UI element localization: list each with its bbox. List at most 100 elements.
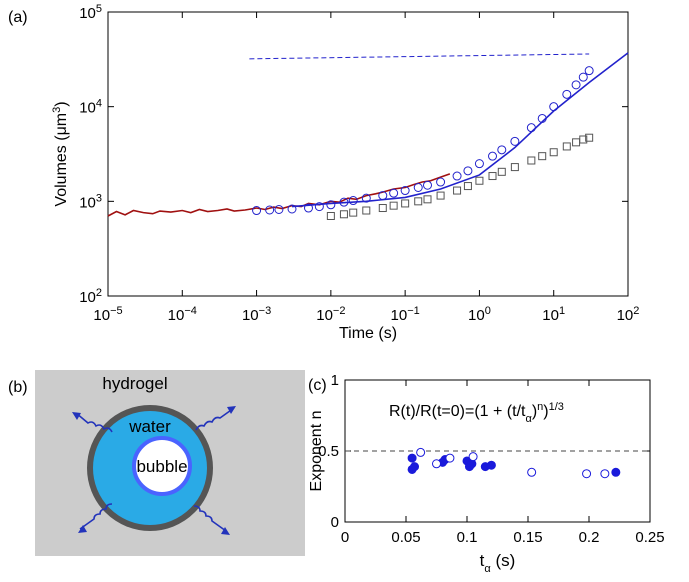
diagram: hydrogel water bubble xyxy=(35,370,305,556)
marker xyxy=(314,202,324,212)
y-tick-label: 0.5 xyxy=(318,443,339,460)
marker xyxy=(474,159,484,169)
x-tick-label: 102 xyxy=(617,305,640,324)
x-tick-label: 0 xyxy=(341,529,349,546)
marker xyxy=(349,208,358,217)
x-tick-label: 10−3 xyxy=(242,305,271,324)
series-line xyxy=(107,173,451,217)
arrowhead xyxy=(227,406,236,414)
marker xyxy=(538,152,547,161)
text-part: (s) xyxy=(491,551,516,570)
marker xyxy=(579,135,588,144)
x-tick-label: 0.25 xyxy=(635,529,664,546)
x-tick-label: 10−2 xyxy=(316,305,345,324)
marker xyxy=(362,206,371,215)
marker xyxy=(361,193,371,203)
text-part: α xyxy=(484,563,491,575)
marker xyxy=(463,182,472,191)
annotation: R(t)/R(t=0)=(1 + (t/tα)n)1/3 xyxy=(389,401,564,425)
arrow xyxy=(193,505,227,532)
point xyxy=(410,462,420,472)
marker xyxy=(339,210,348,219)
x-tick-label: 0.1 xyxy=(457,529,478,546)
point xyxy=(445,453,455,463)
y-tick-label: 105 xyxy=(79,3,102,22)
bubble xyxy=(132,436,192,496)
marker xyxy=(423,195,432,204)
dashed-line xyxy=(249,53,590,60)
arrowheads xyxy=(72,406,236,535)
y-tick-label: 1 xyxy=(331,372,339,389)
marker xyxy=(252,206,262,216)
marker xyxy=(584,66,594,76)
y-tick-label: 104 xyxy=(79,98,102,117)
marker xyxy=(527,156,536,165)
marker xyxy=(378,204,387,213)
marker xyxy=(510,136,520,146)
marker xyxy=(389,188,399,198)
marker xyxy=(400,186,410,196)
text-part: Volumes (μm xyxy=(53,113,70,207)
text-part: α xyxy=(525,413,532,425)
text-part: t xyxy=(480,551,485,570)
arrow xyxy=(75,412,113,433)
marker xyxy=(287,204,297,214)
marker xyxy=(326,211,335,220)
marker xyxy=(326,200,336,210)
text-part: 3 xyxy=(51,107,63,113)
arrowhead xyxy=(78,525,87,533)
text-part: R(t)/R(t=0)=(1 + (t/t xyxy=(389,403,526,420)
marker xyxy=(436,177,446,187)
marker xyxy=(571,80,581,90)
marker xyxy=(389,201,398,210)
marker xyxy=(436,191,445,200)
y-tick-label: 103 xyxy=(79,192,102,211)
marker xyxy=(585,133,594,142)
marker xyxy=(265,205,275,215)
arrow xyxy=(79,503,113,530)
marker xyxy=(463,166,473,176)
marker xyxy=(562,89,572,99)
plot-frame xyxy=(107,11,629,297)
marker xyxy=(572,138,581,147)
x-axis-label: Time (s) xyxy=(339,325,397,342)
x-axis-label: tα (s) xyxy=(480,551,516,575)
x-tick-label: 0.05 xyxy=(391,529,420,546)
x-tick-label: 100 xyxy=(468,305,491,324)
diagram-label: water xyxy=(128,417,171,436)
text-part: ) xyxy=(532,403,537,420)
y-axis-label: Volumes (μm3) xyxy=(51,101,70,206)
marker xyxy=(401,199,410,208)
diagram-label: hydrogel xyxy=(102,374,167,393)
marker xyxy=(303,203,313,213)
diffusion-arrows xyxy=(75,407,235,532)
marker xyxy=(497,145,507,155)
text-part: n xyxy=(537,401,543,413)
marker xyxy=(348,196,358,206)
point xyxy=(486,460,496,470)
panel-label: (c) xyxy=(308,377,327,394)
text-part: ) xyxy=(53,101,70,106)
x-tick-label: 101 xyxy=(542,305,565,324)
marker xyxy=(423,180,433,190)
point xyxy=(611,467,621,477)
x-tick-label: 10−1 xyxy=(391,305,420,324)
text-part: 1/3 xyxy=(549,401,564,413)
marker xyxy=(488,172,497,181)
marker xyxy=(274,204,284,214)
point xyxy=(582,469,592,479)
marker xyxy=(510,163,519,172)
x-tick-label: 0.15 xyxy=(513,529,542,546)
marker xyxy=(488,151,498,161)
point xyxy=(416,447,426,457)
arrowhead xyxy=(72,412,81,420)
marker xyxy=(452,171,462,181)
panel-label: (a) xyxy=(8,9,28,26)
x-tick-label: 0.2 xyxy=(579,529,600,546)
marker xyxy=(562,142,571,151)
marker xyxy=(549,148,558,157)
text-part: ) xyxy=(543,403,548,420)
y-tick-label: 102 xyxy=(79,287,102,306)
y-tick-label: 0 xyxy=(331,514,339,531)
